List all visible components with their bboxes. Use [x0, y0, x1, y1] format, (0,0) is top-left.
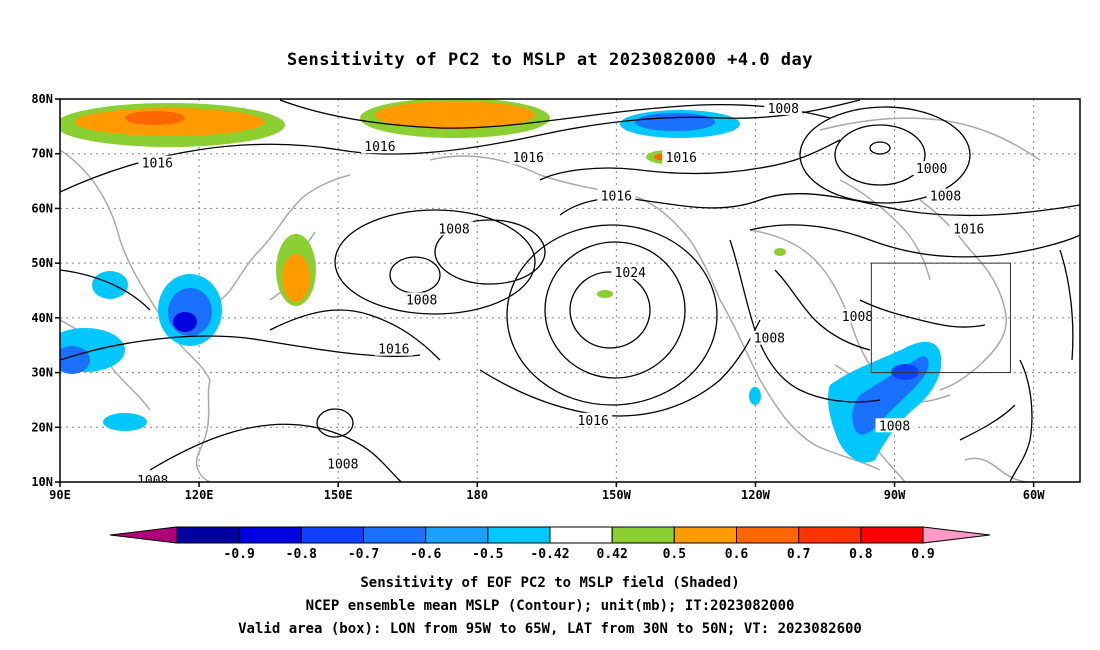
lon-tick-label: 120E: [185, 488, 214, 502]
lat-tick-label: 30N: [31, 366, 53, 380]
lat-tick-label: 60N: [31, 201, 53, 215]
contour-label: 1008: [754, 332, 785, 347]
colorbar-label: 0.42: [597, 547, 628, 562]
contour-label: 1016: [578, 414, 609, 429]
caption-contour: NCEP ensemble mean MSLP (Contour); unit(…: [305, 598, 795, 614]
sensitivity-shading: [60, 99, 942, 463]
mslp-contours: [60, 99, 1080, 482]
lon-tick-label: 150W: [602, 488, 632, 502]
contour-label: 1008: [406, 293, 437, 308]
lat-tick-label: 50N: [31, 256, 53, 270]
contour-label: 1008: [438, 222, 469, 237]
colorbar-segment: [487, 526, 551, 544]
valid-area-box: [870, 262, 1011, 374]
contour-label: 1016: [666, 151, 697, 166]
colorbar: -0.9 -0.8 -0.7 -0.6 -0.5 -0.42 0.42 0.5 0.6 0.7 0.…: [109, 526, 991, 562]
contour-label: 1016: [601, 189, 632, 204]
lon-tick-label: 120W: [741, 488, 771, 502]
lon-tick-label: 60W: [1023, 488, 1045, 502]
colorbar-label: 0.5: [663, 547, 686, 562]
contour-label: 1008: [879, 419, 910, 434]
lat-tick-label: 10N: [31, 475, 53, 489]
colorbar-segment: [176, 526, 240, 544]
colorbar-label: -0.5: [472, 547, 503, 562]
colorbar-segment: [673, 526, 737, 544]
contour-label: 1016: [513, 151, 544, 166]
lon-tick-label: 90E: [49, 488, 71, 502]
colorbar-segment: [238, 526, 302, 544]
colorbar-segment: [611, 526, 675, 544]
lat-tick-label: 20N: [31, 420, 53, 434]
colorbar-label: 0.7: [787, 547, 810, 562]
lat-tick-label: 40N: [31, 311, 53, 325]
colorbar-max-extension: [922, 526, 991, 544]
gridlines: [60, 99, 1080, 482]
colorbar-segment: [860, 526, 924, 544]
colorbar-segment: [363, 526, 427, 544]
contour-label: 1024: [615, 266, 646, 281]
lon-tick-label: 180: [466, 488, 488, 502]
longitude-axis: 90E 120E 150E 180 150W 120W 90W 60W: [49, 482, 1045, 502]
colorbar-label: -0.6: [410, 547, 441, 562]
colorbar-segment: [549, 526, 613, 544]
contour-labels: 1008 1016 1016 1016 1016 1000 1016 1008 1008 1016…: [133, 100, 988, 489]
colorbar-label: 0.6: [725, 547, 749, 562]
colorbar-label: -0.7: [348, 547, 379, 562]
colorbar-segment: [798, 526, 862, 544]
map-title: Sensitivity of PC2 to MSLP at 2023082000…: [286, 50, 813, 70]
lat-tick-label: 80N: [31, 92, 53, 106]
contour-label: 1008: [768, 102, 799, 117]
colorbar-label: -0.8: [286, 547, 317, 562]
caption-valid-area: Valid area (box): LON from 95W to 65W, L…: [238, 621, 862, 637]
colorbar-label: -0.42: [530, 547, 569, 562]
contour-label: 1008: [327, 458, 358, 473]
plot-frame: [59, 98, 1081, 483]
caption-shading: Sensitivity of EOF PC2 to MSLP field (Sh…: [360, 575, 740, 591]
contour-label: 1008: [842, 310, 873, 325]
contour-label: 1016: [378, 343, 409, 358]
contour-label: 1000: [916, 162, 947, 177]
contour-label: 1016: [142, 157, 173, 172]
contour-label: 1016: [364, 140, 395, 155]
contour-label: 1016: [953, 222, 984, 237]
colorbar-segment: [425, 526, 489, 544]
contour-label: 1008: [930, 189, 961, 204]
colorbar-segment: [300, 526, 365, 544]
latitude-axis: 80N 70N 60N 50N 40N 30N 20N 10N: [31, 92, 60, 489]
colorbar-label: 0.8: [849, 547, 873, 562]
colorbar-label: -0.9: [224, 547, 255, 562]
colorbar-label: 0.9: [911, 547, 934, 562]
contour-label: 1008: [137, 474, 168, 489]
lon-tick-label: 150E: [324, 488, 353, 502]
colorbar-min-extension: [109, 526, 178, 544]
lon-tick-label: 90W: [884, 488, 906, 502]
lat-tick-label: 70N: [31, 147, 53, 161]
colorbar-segment: [736, 526, 800, 544]
